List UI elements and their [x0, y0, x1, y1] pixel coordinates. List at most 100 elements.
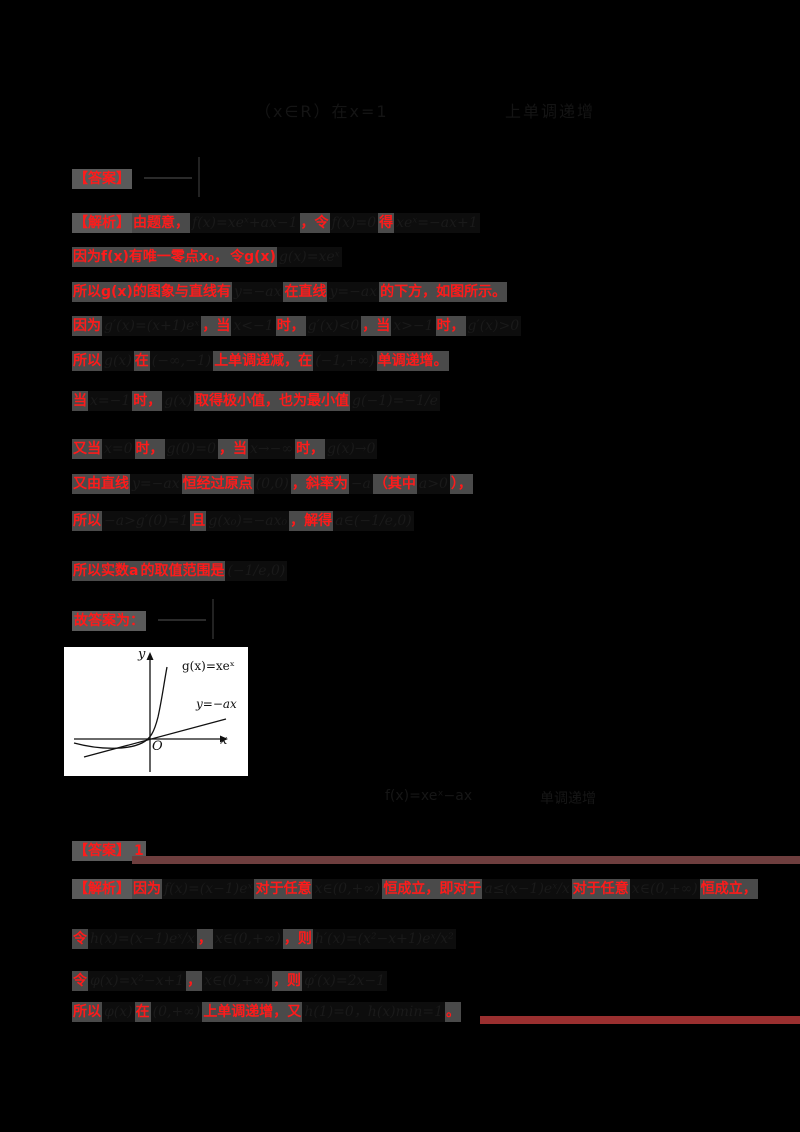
- analysis-text: 取得极小值，也为最小值: [194, 391, 351, 411]
- analysis-text: ，当: [201, 316, 232, 336]
- analysis-text: 在: [133, 351, 150, 371]
- analysis-text: 恒成立，即对于: [382, 879, 483, 899]
- p2-analysis-line-1: 【解析】 因为 f(x)=(x−1)eˣ 对于任意 x∈(0,+∞) 恒成立，即…: [72, 878, 758, 900]
- section-2-left: f(x)=xeˣ−ax: [385, 788, 473, 804]
- analysis-text: 的取值范围是: [139, 561, 226, 581]
- math-expr: φ(x): [102, 1002, 135, 1022]
- p2-analysis-line-2: 令 h(x)=(x−1)eˣ/x ， x∈(0,+∞) ，则 h′(x)=(x²…: [72, 928, 456, 950]
- analysis-text: 单调递增。: [376, 351, 449, 371]
- math-expr: h(1)=0，h(x)min=1: [302, 1002, 446, 1022]
- analysis-text: （其中: [372, 474, 417, 494]
- analysis-text: ，: [186, 971, 203, 991]
- analysis-text: 所以: [72, 1002, 102, 1022]
- answer-interval-bracket: [136, 157, 200, 197]
- graph-svg: [73, 652, 228, 772]
- analysis-text: 对于任意: [254, 879, 313, 899]
- math-expr: xeˣ=−ax+1: [394, 213, 480, 233]
- analysis-line-5: 所以 g(x) 在 (−∞,−1) 上单调递减，在 (−1,+∞) 单调递增。: [72, 350, 449, 372]
- answer-tag-2: 【答案】: [72, 841, 132, 861]
- origin-label: O: [152, 739, 163, 754]
- analysis-text: 上单调递增，又: [202, 1002, 303, 1022]
- math-expr: (0,+∞): [150, 1002, 203, 1022]
- analysis-text: 的下方，如图所示。: [379, 282, 508, 302]
- curve-label: g(x)=xeˣ: [182, 659, 235, 673]
- math-expr: x∈(0,+∞): [629, 879, 700, 899]
- analysis-line-10: 所以实数a 的取值范围是 (−1/e,0): [72, 560, 288, 582]
- title-left: （x∈R）在x=1: [255, 102, 389, 121]
- analysis-text: ，令: [299, 213, 330, 233]
- math-expr: x∈(0,+∞): [202, 971, 273, 991]
- analysis-text: 恒成立，: [699, 879, 758, 899]
- final-answer-bracket: [150, 599, 214, 639]
- title-right: 上单调递增: [505, 102, 596, 121]
- math-expr: −a: [348, 474, 373, 494]
- analysis-text: 。: [445, 1002, 462, 1022]
- analysis-text: 在: [134, 1002, 151, 1022]
- analysis-text: 得: [378, 213, 395, 233]
- p2-analysis-line-3: 令 φ(x)=x²−x+1 ， x∈(0,+∞) ，则 φ′(x)=2x−1: [72, 970, 388, 992]
- analysis-text: ，斜率为: [290, 474, 349, 494]
- analysis-text: 当: [72, 391, 88, 411]
- math-expr: g(−1)=−1/e: [350, 391, 440, 411]
- analysis-text: 因为: [72, 316, 102, 336]
- math-expr: f(x)=(x−1)eˣ: [162, 879, 255, 899]
- math-expr: (−1,+∞): [313, 351, 377, 371]
- curve-g: [73, 666, 168, 749]
- math-expr: x∈(0,+∞): [312, 879, 383, 899]
- analysis-text: 因为f(x)有唯一零点x₀，: [72, 247, 230, 267]
- math-expr: g(x): [162, 391, 195, 411]
- analysis-text: ，: [196, 929, 213, 949]
- analysis-text: 上单调递减，在: [213, 351, 314, 371]
- answer-tag: 【答案】: [72, 169, 132, 189]
- analysis-tag: 【解析】: [72, 213, 132, 233]
- analysis-text: 恒经过原点: [181, 474, 254, 494]
- math-expr: g′(x)=(x+1)eˣ: [102, 316, 202, 336]
- analysis-text: 因为: [132, 879, 162, 899]
- math-expr: f(x)=xeˣ+ax−1: [190, 213, 300, 233]
- math-expr: x=0: [102, 439, 135, 459]
- analysis-text: 又当: [72, 439, 102, 459]
- analysis-text: 时，: [275, 316, 306, 336]
- analysis-text: 时，: [435, 316, 466, 336]
- y-axis-label: y: [138, 647, 146, 662]
- analysis-text: 令: [72, 971, 88, 991]
- math-expr: f(x)=0: [329, 213, 379, 233]
- analysis-text: 时，: [295, 439, 326, 459]
- math-expr: (0,0): [253, 474, 291, 494]
- math-expr: g(x)=xeˣ: [276, 247, 342, 267]
- analysis-text: 且: [190, 511, 207, 531]
- y-axis-arrow-icon: [146, 652, 154, 660]
- analysis-line-1: 【解析】 由题意， f(x)=xeˣ+ax−1 ，令 f(x)=0 得 xeˣ=…: [72, 212, 480, 234]
- x-axis-label: x: [220, 733, 228, 748]
- analysis-line-2: 因为f(x)有唯一零点x₀， 令g(x) g(x)=xeˣ: [72, 246, 342, 268]
- math-expr: g′(x)<0: [305, 316, 362, 336]
- answer-line-2: 【答案】 1: [72, 840, 146, 862]
- analysis-text: 所以实数a: [72, 561, 140, 581]
- math-expr: x>−1: [391, 316, 436, 336]
- math-expr: a≤(x−1)eˣ/x: [482, 879, 572, 899]
- math-expr: g(x): [102, 351, 134, 371]
- page-title: （x∈R）在x=1 上单调递增: [255, 98, 675, 124]
- analysis-text: ，解得: [289, 511, 334, 531]
- math-expr: x=−1: [88, 391, 133, 411]
- function-graph: y x O g(x)=xeˣ y=−ax: [64, 647, 248, 776]
- analysis-text: 令: [72, 929, 88, 949]
- divider-bar-2: [480, 1016, 800, 1024]
- analysis-line-7: 又当 x=0 时， g(0)=0 ，当 x→−∞ 时， g(x)→0: [72, 438, 378, 460]
- analysis-text: 所以: [72, 351, 102, 371]
- analysis-line-9: 所以 −a>g′(0)=1 且 g(x₀)=−ax₀ ，解得 a∈(−1/e,0…: [72, 510, 414, 532]
- analysis-text: 对于任意: [571, 879, 630, 899]
- math-expr: y=−ax: [231, 282, 284, 302]
- analysis-text: 又由直线: [72, 474, 130, 494]
- answer-summary-line: 故答案为：: [72, 599, 214, 639]
- section-2-right: 单调递增: [540, 791, 596, 807]
- math-expr: x∈(0,+∞): [212, 929, 283, 949]
- analysis-text: ，则: [272, 971, 303, 991]
- x-axis-arrow-icon: [220, 735, 228, 743]
- math-expr: h′(x)=(x²−x+1)eˣ/x²: [312, 929, 456, 949]
- math-expr: y=−ax: [130, 474, 182, 494]
- analysis-line-4: 因为 g′(x)=(x+1)eˣ ，当 x<−1 时， g′(x)<0 ，当 x…: [72, 315, 522, 337]
- math-expr: h(x)=(x−1)eˣ/x: [88, 929, 197, 949]
- final-answer-label: 故答案为：: [72, 611, 146, 631]
- p2-analysis-line-4: 所以 φ(x) 在 (0,+∞) 上单调递增，又 h(1)=0，h(x)min=…: [72, 1001, 462, 1023]
